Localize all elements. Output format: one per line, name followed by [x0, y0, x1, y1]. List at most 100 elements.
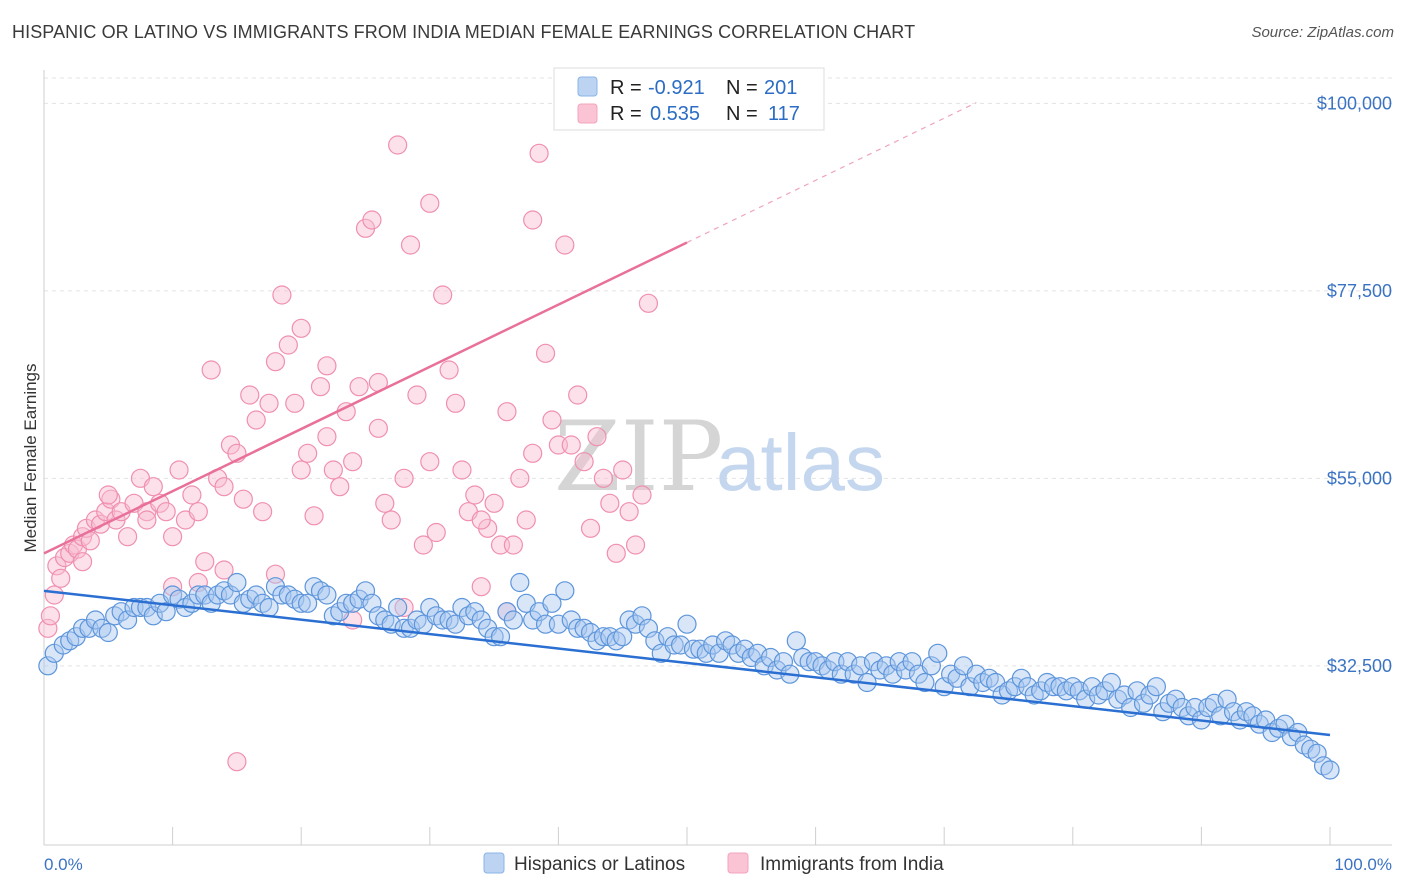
trend-lines	[43, 102, 1331, 737]
legend-swatch-pink	[577, 103, 598, 124]
x-tick-label-max: 100.0%	[1334, 855, 1392, 874]
india-point-79	[510, 468, 530, 488]
india-point-80	[516, 510, 536, 530]
bottom-legend-label-1: Hispanics or Latinos	[514, 854, 685, 875]
y-tick-label-1: $55,000	[1327, 468, 1392, 488]
india-point-46	[298, 443, 318, 463]
india-point-72	[465, 485, 485, 505]
hispanic-point-46	[336, 593, 356, 613]
india-point-86	[555, 235, 575, 255]
india-point-25	[163, 527, 183, 547]
india-point-54	[349, 377, 369, 397]
legend-r-value-1: -0.921	[648, 77, 705, 99]
india-point-38	[246, 410, 266, 430]
y-tick-label-0: $32,500	[1327, 656, 1392, 676]
hispanic-point-92	[632, 606, 652, 626]
india-point-69	[445, 393, 466, 413]
india-point-93	[600, 493, 620, 513]
hispanic-point-82	[568, 618, 588, 638]
india-point-0	[38, 618, 58, 638]
hispanic-point-124	[838, 652, 858, 672]
india-trend-line	[43, 241, 688, 555]
hispanic-point-197	[1307, 743, 1327, 763]
india-point-106	[163, 577, 183, 597]
bottom-legend-swatch-blue	[483, 852, 505, 874]
india-point-78	[503, 535, 523, 555]
hispanic-point-114	[773, 652, 794, 672]
hispanic-point-131	[883, 664, 903, 684]
india-point-30	[195, 552, 215, 572]
chart-title: HISPANIC OR LATINO VS IMMIGRANTS FROM IN…	[12, 22, 916, 42]
india-point-63	[407, 385, 427, 405]
india-point-100	[227, 752, 247, 772]
india-point-90	[580, 518, 601, 538]
india-point-28	[182, 485, 202, 505]
india-point-114	[471, 510, 491, 530]
hispanic-point-138	[928, 643, 948, 663]
watermark-zip: ZIP	[554, 401, 723, 513]
hispanic-point-61	[433, 610, 453, 630]
india-point-84	[542, 410, 562, 430]
hispanic-point-43	[317, 585, 337, 605]
legend-swatch-blue	[577, 76, 598, 97]
hispanic-point-134	[902, 652, 922, 672]
hispanic-point-36	[272, 585, 292, 605]
india-point-65	[420, 193, 440, 213]
hispanic-point-93	[638, 618, 659, 638]
india-point-39	[253, 502, 273, 522]
india-point-92	[593, 468, 614, 488]
hispanic-point-49	[355, 581, 376, 601]
india-point-70	[452, 460, 472, 480]
india-point-64	[413, 535, 433, 555]
india-point-58	[375, 493, 395, 513]
india-point-18	[117, 527, 138, 547]
legend-r-label-2: R =	[610, 103, 642, 125]
legend-n-label-2: N =	[726, 103, 758, 125]
hispanic-point-118	[799, 652, 819, 672]
legend-n-label-1: N =	[726, 77, 758, 99]
india-point-37	[240, 385, 260, 405]
india-point-98	[632, 485, 652, 505]
india-point-87	[561, 435, 581, 455]
india-point-94	[606, 543, 626, 563]
india-point-47	[304, 506, 324, 526]
hispanic-point-99	[677, 614, 697, 634]
hispanic-point-39	[291, 593, 311, 613]
india-point-60	[388, 135, 408, 155]
india-point-112	[368, 418, 388, 438]
india-point-53	[343, 452, 363, 472]
india-point-51	[330, 477, 350, 497]
india-point-83	[535, 343, 556, 363]
india-point-88	[568, 385, 588, 405]
india-point-111	[317, 427, 337, 447]
india-point-42	[272, 285, 292, 305]
hispanic-point-79	[548, 614, 569, 634]
hispanic-point-182	[1211, 706, 1231, 726]
india-point-49	[317, 356, 337, 376]
india-point-61	[394, 468, 414, 488]
y-tick-labels: $32,500 $55,000 $77,500 $100,000	[1317, 93, 1392, 676]
india-point-95	[613, 460, 633, 480]
hispanic-point-98	[670, 635, 691, 655]
hispanic-point-16	[143, 606, 163, 626]
india-point-22	[143, 477, 163, 497]
x-tick-label-min: 0.0%	[44, 855, 83, 874]
legend-r-value-2: 0.535	[650, 103, 700, 125]
india-point-115	[497, 402, 517, 422]
hispanic-points	[38, 572, 1340, 780]
india-point-66	[426, 522, 446, 543]
india-point-2	[44, 585, 64, 605]
india-point-113	[420, 452, 440, 472]
hispanic-point-86	[593, 627, 614, 647]
source-label: Source: ZipAtlas.com	[1251, 24, 1394, 41]
hispanic-point-29	[227, 572, 247, 593]
y-axis-title: Median Female Earnings	[21, 364, 40, 553]
india-point-41	[265, 352, 286, 372]
hispanic-point-165	[1101, 672, 1121, 693]
hispanic-trend-line	[43, 589, 1331, 737]
hispanic-point-137	[921, 656, 941, 676]
india-point-48	[310, 377, 331, 397]
india-point-99	[638, 293, 659, 313]
hispanic-point-100	[683, 639, 704, 659]
